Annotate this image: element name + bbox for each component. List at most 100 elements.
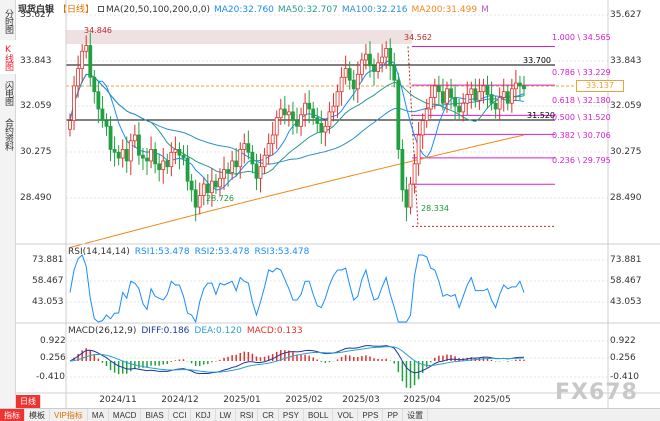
candle-body	[489, 94, 494, 104]
candle-body	[303, 102, 308, 116]
candle-body	[246, 143, 251, 153]
tab-contract-info[interactable]: 合约资料	[3, 118, 13, 150]
period-button[interactable]: 日线	[16, 395, 41, 408]
candle-body	[258, 166, 263, 179]
toolbar-rsi[interactable]: RSI	[236, 408, 259, 421]
price-axis-left-1: 35.627	[20, 10, 52, 20]
candle-body	[295, 120, 299, 127]
toolbar-cci[interactable]: CCI	[169, 408, 192, 421]
macd-axis-right-1: 0.922	[610, 336, 636, 346]
chart-header: 现货白银 【日线】 MA(20,50,100,200,0,0) MA20:32.760…	[18, 2, 493, 16]
fib-label-0786: 0.786 \ 33.229	[552, 68, 611, 77]
candle-body	[412, 163, 417, 185]
macd-axis-left-3: -0.410	[36, 372, 66, 382]
tab-lightning-chart[interactable]: 闪电图	[3, 81, 13, 105]
rsi2-value: RSI2:53.478	[194, 247, 250, 257]
candle-body	[88, 45, 93, 78]
toolbar-lw[interactable]: LW	[216, 408, 237, 421]
candle-body	[453, 97, 457, 107]
x-axis-label-5: 2025/03	[342, 395, 380, 405]
tab-time-chart[interactable]: 分时图	[3, 9, 13, 33]
candle-body	[96, 91, 101, 110]
toolbar-vip-indicator[interactable]: VIP指标	[50, 408, 88, 421]
candle-body	[282, 108, 287, 116]
ma-more[interactable]: M	[481, 5, 489, 15]
rsi-axis-left-2: 58.467	[32, 276, 64, 286]
candle-body	[428, 97, 433, 110]
toolbar-indicator[interactable]: 指标	[0, 408, 25, 421]
candle-body	[335, 91, 340, 107]
rsi-axis-right-2: 58.467	[610, 276, 642, 286]
toolbar-psy[interactable]: PSY	[279, 408, 304, 421]
candle-body	[128, 140, 133, 162]
toolbar-macd[interactable]: MACD	[109, 408, 142, 421]
candle-body	[493, 102, 498, 110]
candle-body	[368, 53, 372, 67]
candle-body	[359, 59, 364, 75]
rsi-line	[69, 254, 525, 324]
candle-body	[116, 151, 121, 159]
candle-body	[201, 183, 206, 196]
candle-body	[222, 169, 226, 179]
macd-dea-line	[69, 346, 525, 373]
candle-body	[449, 88, 453, 98]
macd-axis-right-2: 0.256	[610, 353, 636, 363]
macd-axis-left-2: 0.256	[40, 353, 66, 363]
toolbar-pp[interactable]: PP	[383, 408, 404, 421]
x-axis-label-2: 2024/12	[161, 395, 199, 405]
candle-body	[100, 108, 105, 121]
x-axis-label-6: 2025/04	[403, 395, 441, 405]
macd-legend: MACD(26,12,9) DIFF:0.186 DEA:0.120 MACD:0.1…	[68, 326, 308, 336]
price-axis-right-5: 28.490	[610, 193, 642, 203]
candle-body	[205, 183, 210, 194]
ma200-value: MA200:31.499	[411, 5, 478, 15]
candle-body	[343, 68, 348, 78]
toolbar-ma[interactable]: MA	[88, 408, 109, 421]
candle-body	[497, 97, 502, 110]
instrument-title: 现货白银	[18, 5, 55, 15]
toolbar-template[interactable]: 模板	[25, 408, 50, 421]
period-label: 【日线】	[58, 5, 95, 15]
candle-body	[408, 183, 413, 208]
fib-label-0236: 0.236 \ 29.795	[552, 156, 611, 165]
candle-body	[351, 79, 356, 90]
candle-body	[501, 91, 506, 98]
toolbar-cr[interactable]: CR	[258, 408, 279, 421]
candle-body	[477, 91, 482, 101]
candle-body	[177, 149, 182, 156]
candle-body	[505, 91, 510, 104]
candle-body	[469, 88, 474, 95]
candle-body	[441, 91, 445, 104]
candle-body	[522, 85, 526, 90]
candle-body	[380, 56, 385, 64]
candle-body	[372, 65, 376, 72]
candle-body	[84, 45, 89, 52]
ma100-line	[69, 73, 525, 165]
toolbar-kdj[interactable]: KDJ	[191, 408, 216, 421]
rsi-title: RSI(14,14,14)	[68, 247, 130, 257]
candle-body	[132, 134, 137, 142]
tab-kline-chart[interactable]: K线图	[0, 40, 16, 74]
candle-body	[319, 123, 324, 133]
low-label-2: 28.334	[421, 204, 449, 213]
toolbar-settings[interactable]: 设置	[403, 408, 429, 421]
rsi-grid	[66, 259, 608, 303]
candle-body	[315, 117, 320, 124]
toolbar-boll[interactable]: BOLL	[304, 408, 334, 421]
candle-body	[266, 143, 271, 156]
candle-body	[173, 149, 178, 153]
fib-label-1000: 1.000 \ 34.565	[552, 33, 611, 42]
toolbar-bias[interactable]: BIAS	[141, 408, 169, 421]
candle-body	[465, 94, 470, 104]
price-axis-left-2: 33.843	[20, 56, 52, 66]
toolbar-pps[interactable]: PPS	[358, 408, 384, 421]
candle-body	[404, 189, 409, 208]
candle-body	[185, 157, 190, 182]
toolbar-vol[interactable]: VOL	[333, 408, 359, 421]
resistance-zone	[66, 30, 412, 44]
price-axis-right-3: 32.059	[610, 101, 642, 111]
candle-body	[392, 65, 397, 81]
fib-label-0500: 0.500 \ 31.520	[552, 113, 611, 122]
candle-body	[400, 149, 405, 191]
